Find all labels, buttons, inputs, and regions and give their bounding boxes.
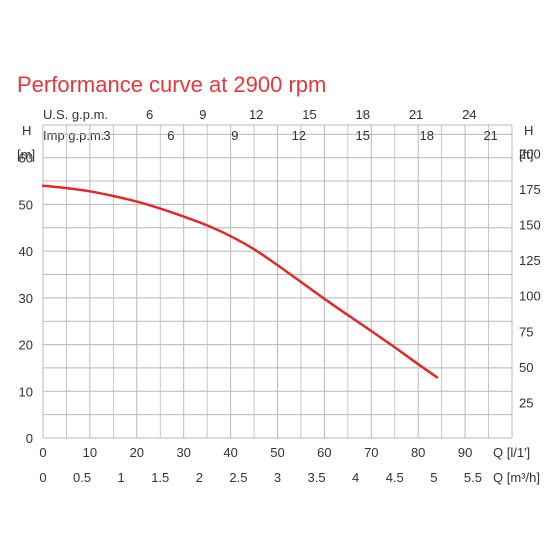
tick-label-us-gpm: 24	[462, 107, 476, 122]
tick-label-h-ft: 175	[519, 182, 541, 197]
tick-label-lmin: 40	[223, 445, 237, 460]
tick-label-us-gpm: 9	[199, 107, 206, 122]
x-axis-label-lmin: Q [l/1']	[493, 445, 530, 460]
tick-label-h-ft: 150	[519, 218, 541, 233]
tick-label-m3h: 5.5	[464, 470, 482, 485]
tick-label-us-gpm: 18	[356, 107, 370, 122]
tick-label-m3h: 3	[274, 470, 281, 485]
tick-label-lmin: 60	[317, 445, 331, 460]
tick-label-imp-gpm: 3	[103, 128, 110, 143]
tick-label-h-ft: 50	[519, 360, 533, 375]
x-axis-label-m3h: Q [m³/h]	[493, 470, 540, 485]
tick-label-m3h: 0	[39, 470, 46, 485]
tick-label-m3h: 4.5	[386, 470, 404, 485]
chart-title: Performance curve at 2900 rpm	[17, 72, 326, 97]
tick-labels: 0 10 20 30 40 50 60 70 80 900 0.5 1 1.5 2 2.5 3 3.5 4 4.5 5…	[19, 107, 541, 485]
tick-label-h-ft: 200	[519, 146, 541, 161]
left-y-axis-label: H	[22, 123, 31, 138]
tick-label-m3h: 2	[196, 470, 203, 485]
tick-label-h-ft: 75	[519, 324, 533, 339]
tick-label-lmin: 20	[130, 445, 144, 460]
right-y-axis-unit: [ft]	[519, 147, 533, 162]
tick-label-imp-gpm: 9	[231, 128, 238, 143]
tick-label-imp-gpm: 21	[483, 128, 497, 143]
tick-label-h-m: 40	[19, 244, 33, 259]
tick-label-m3h: 5	[430, 470, 437, 485]
tick-label-us-gpm: 12	[249, 107, 263, 122]
tick-label-imp-gpm: 18	[419, 128, 433, 143]
tick-label-h-ft: 100	[519, 289, 541, 304]
tick-label-m3h: 4	[352, 470, 359, 485]
tick-label-h-m: 50	[19, 197, 33, 212]
tick-label-m3h: 1.5	[151, 470, 169, 485]
tick-label-h-m: 30	[19, 291, 33, 306]
tick-label-h-m: 20	[19, 338, 33, 353]
performance-curve	[41, 184, 439, 379]
tick-label-us-gpm: 21	[409, 107, 423, 122]
us-gpm-axis-label: U.S. g.p.m.	[43, 107, 108, 122]
tick-label-lmin: 10	[83, 445, 97, 460]
tick-label-lmin: 0	[39, 445, 46, 460]
tick-label-m3h: 2.5	[229, 470, 247, 485]
grid-lines	[42, 111, 513, 439]
imp-gpm-axis-label: Imp g.p.m.	[43, 128, 104, 143]
tick-label-lmin: 80	[411, 445, 425, 460]
tick-label-h-m: 10	[19, 384, 33, 399]
tick-label-m3h: 3.5	[308, 470, 326, 485]
tick-label-us-gpm: 15	[302, 107, 316, 122]
left-y-axis-unit: [m]	[17, 147, 35, 162]
tick-label-lmin: 50	[270, 445, 284, 460]
tick-label-h-ft: 125	[519, 253, 541, 268]
tick-label-h-ft: 25	[519, 395, 533, 410]
tick-label-imp-gpm: 6	[167, 128, 174, 143]
tick-label-imp-gpm: 12	[292, 128, 306, 143]
tick-label-imp-gpm: 15	[356, 128, 370, 143]
right-y-axis-label: H	[524, 123, 533, 138]
tick-label-h-m: 60	[19, 151, 33, 166]
tick-label-m3h: 1	[118, 470, 125, 485]
tick-label-lmin: 70	[364, 445, 378, 460]
tick-label-m3h: 0.5	[73, 470, 91, 485]
tick-label-us-gpm: 6	[146, 107, 153, 122]
tick-label-lmin: 30	[176, 445, 190, 460]
tick-label-lmin: 90	[458, 445, 472, 460]
tick-label-h-m: 0	[26, 431, 33, 446]
